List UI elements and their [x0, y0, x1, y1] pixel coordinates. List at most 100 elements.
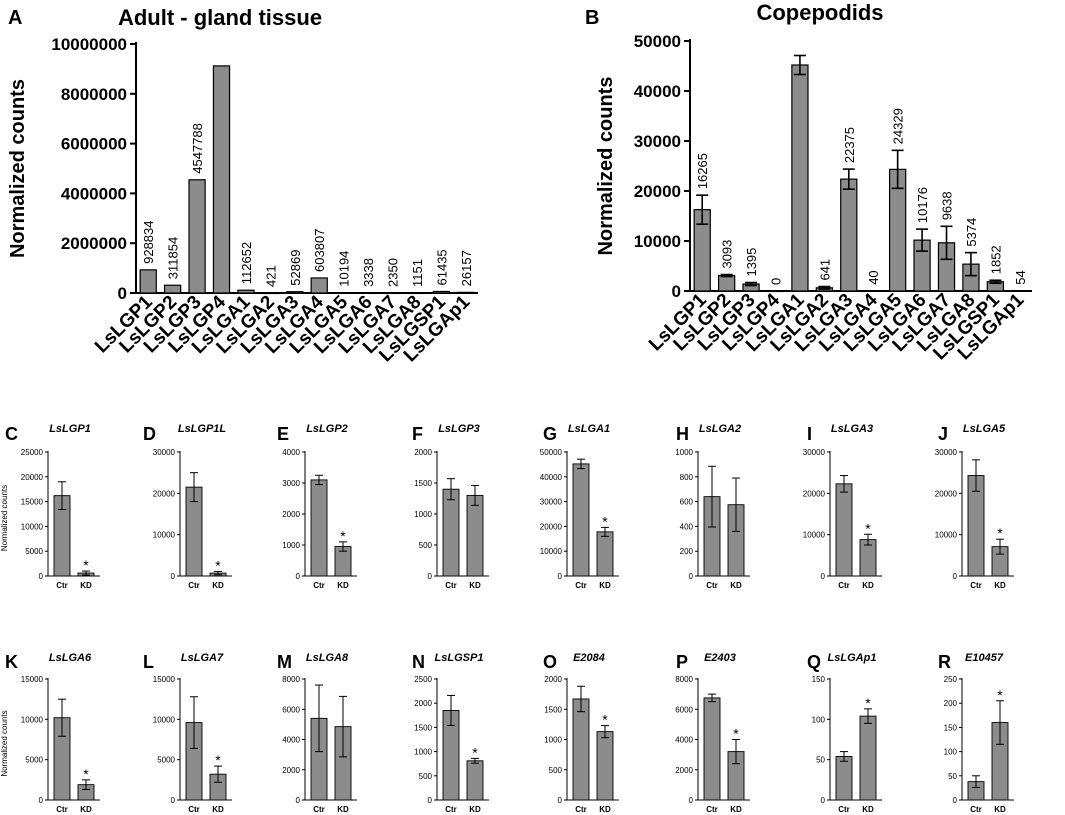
y-tick-label: 200	[944, 699, 958, 708]
panel-label: I	[807, 424, 812, 444]
y-tick-label: 400	[680, 522, 694, 531]
panel-m: M LsLGA8 0 2000 4000 6000 8000 Ctr KD	[277, 652, 357, 814]
panel-c: C LsLGP1 0 5000 10000 15000 20000 25000 Normaliz…	[0, 423, 100, 590]
data-label: 1151	[410, 259, 425, 287]
data-label: 24329	[891, 108, 906, 144]
y-tick-label: 10000	[153, 531, 176, 540]
panel-d: D LsLGP1L 0 10000 20000 30000 Ctr * KD	[143, 423, 232, 590]
y-tick-label: 15000	[21, 498, 44, 507]
chart-title: LsLGP2	[306, 423, 348, 435]
data-label: 9638	[940, 191, 955, 220]
bar-kd	[466, 494, 484, 577]
significance-marker: *	[472, 744, 478, 760]
x-tick-label: KD	[80, 581, 92, 590]
panel-label: P	[676, 652, 688, 672]
panel-g: G LsLGA1 0 10000 20000 30000 40000 50000 Ctr * KD	[540, 423, 619, 590]
chart-title: LsLGA8	[306, 652, 349, 664]
data-label: 5374	[964, 218, 979, 247]
y-tick-label: 0	[558, 796, 563, 805]
panel-label: L	[143, 652, 154, 672]
bar-ctr	[703, 697, 721, 801]
bar-LsLGA4	[310, 277, 328, 294]
data-label: 16265	[695, 153, 710, 189]
panel-label: M	[277, 652, 292, 672]
bar-LsLGA6	[359, 292, 377, 295]
bar-LsLGA3	[286, 291, 304, 294]
y-tick-label: 100	[944, 748, 958, 757]
bar-kd	[859, 715, 877, 801]
x-tick-label: Ctr	[313, 805, 325, 814]
y-tick-label: 600	[680, 498, 694, 507]
y-tick-label: 500	[419, 772, 433, 781]
y-tick-label: 50	[816, 756, 825, 765]
y-tick-label: 500	[549, 766, 563, 775]
x-tick-label: Ctr	[575, 805, 587, 814]
y-tick-label: 0	[953, 572, 958, 581]
y-tick-label: 10000	[540, 547, 563, 556]
y-tick-label: 10000	[21, 522, 44, 531]
panel-label: C	[5, 424, 18, 444]
x-tick-label: Ctr	[56, 805, 68, 814]
significance-marker: *	[865, 695, 871, 711]
bar-LsLGA4	[864, 290, 882, 292]
panel-label: G	[543, 424, 557, 444]
y-tick-label: 1500	[544, 705, 562, 714]
bar-LsLGA2	[261, 292, 280, 295]
y-tick-label: 0	[428, 572, 433, 581]
panel-h: H LsLGA2 0 200 400 600 800 1000 Ctr KD	[675, 423, 750, 590]
panel-e: E LsLGP2 0 1000 2000 3000 4000 Ctr * KD	[277, 423, 357, 590]
y-tick-label: 1000	[414, 510, 432, 519]
bar-LsLGSP1	[432, 290, 451, 294]
y-tick-label: 5000	[157, 756, 175, 765]
bar-LsLGP2	[717, 274, 736, 292]
y-tick-label: 0	[689, 796, 694, 805]
bar-ctr	[835, 755, 853, 801]
y-tick-label: 8000	[675, 675, 693, 684]
data-label: 40	[866, 270, 881, 284]
y-tick-label: 800	[680, 473, 694, 482]
y-tick-label: 20000	[634, 182, 681, 201]
y-tick-label: 10000000	[51, 35, 127, 54]
panel-label: O	[543, 652, 557, 672]
data-label: 3338	[361, 258, 376, 287]
chart-title: LsLGSP1	[435, 652, 484, 664]
data-label: 3093	[720, 240, 735, 269]
x-tick-label: KD	[337, 805, 349, 814]
x-tick-label: KD	[862, 581, 874, 590]
x-tick-label: Ctr	[188, 581, 200, 590]
bar-LsLGA1	[237, 289, 255, 294]
significance-marker: *	[215, 557, 221, 573]
y-tick-label: 200	[680, 547, 694, 556]
data-label: 421	[263, 265, 278, 287]
chart-title: LsLGA5	[963, 423, 1006, 435]
x-tick-label: Ctr	[575, 581, 587, 590]
y-tick-label: 0	[821, 796, 826, 805]
y-tick-label: 0	[39, 572, 44, 581]
panel-a: A Adult - gland tissue Normalized counts 0 2…	[7, 5, 478, 366]
x-tick-label: Ctr	[970, 581, 982, 590]
bar-ctr	[442, 488, 460, 577]
y-tick-label: 6000	[675, 705, 693, 714]
chart-title: LsLGA6	[49, 652, 92, 664]
y-tick-label: 0	[296, 572, 301, 581]
x-tick-label: Ctr	[706, 805, 718, 814]
y-tick-label: 0	[428, 796, 433, 805]
chart-title: LsLGP3	[438, 423, 480, 435]
panel-label: A	[8, 7, 22, 29]
y-tick-label: 30000	[803, 448, 826, 457]
x-tick-label: Ctr	[706, 581, 718, 590]
bar-LsLGP3	[188, 179, 206, 294]
y-tick-label: 20000	[935, 489, 958, 498]
bar-kd	[596, 531, 614, 577]
y-axis-label: Normalized counts	[0, 710, 9, 776]
y-tick-label: 20000	[153, 489, 176, 498]
y-tick-label: 50	[948, 772, 957, 781]
x-tick-label: Ctr	[970, 805, 982, 814]
data-label: 928834	[141, 220, 156, 263]
panel-p: P E2403 0 2000 4000 6000 8000 Ctr * KD	[675, 652, 750, 814]
significance-marker: *	[340, 528, 346, 544]
bar-LsLGA1	[791, 64, 809, 292]
bar-LsLGA5	[334, 292, 353, 294]
x-tick-label: KD	[994, 581, 1006, 590]
